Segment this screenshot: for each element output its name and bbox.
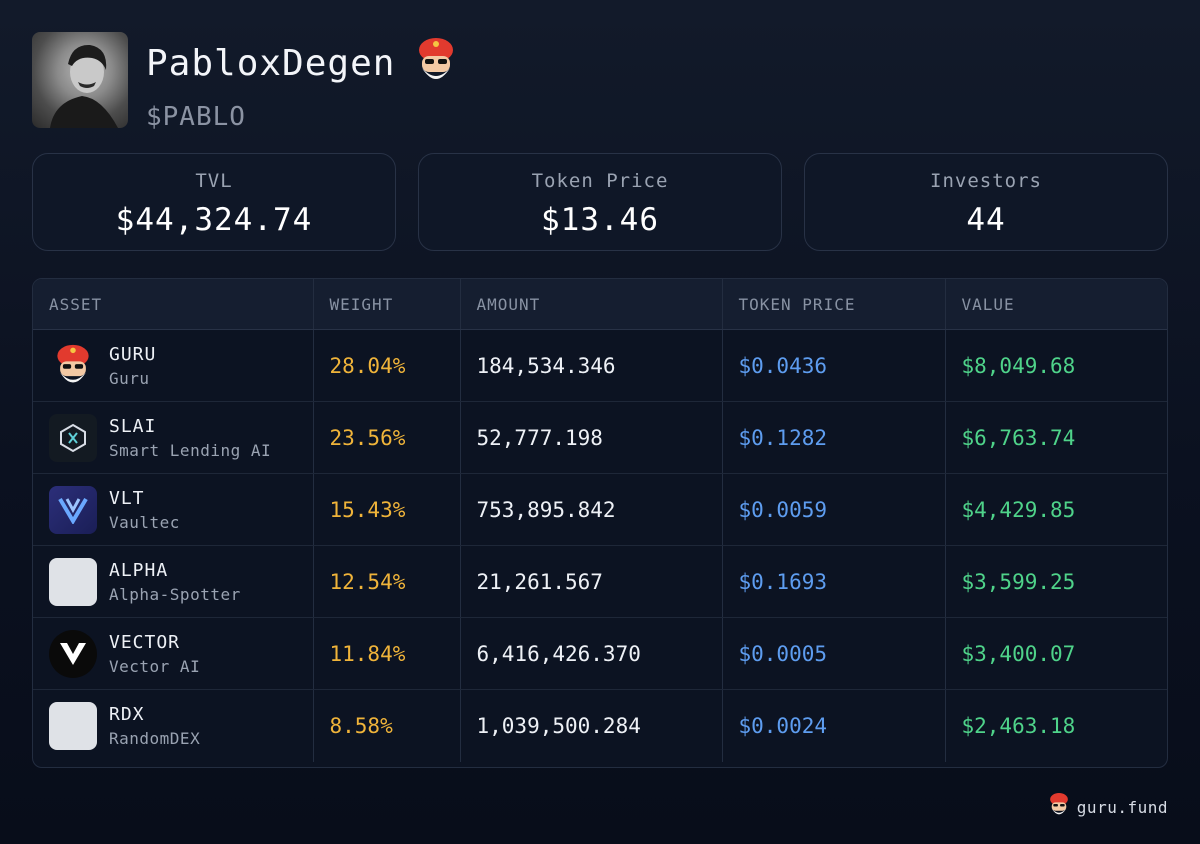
asset-name: Vector AI bbox=[109, 656, 201, 676]
guru-turban-icon bbox=[1049, 792, 1069, 822]
asset-amount: 753,895.842 bbox=[460, 473, 723, 546]
table-row: ALPHA Alpha-Spotter 12.54% 21,261.567 $0… bbox=[33, 545, 1167, 618]
investors-label: Investors bbox=[930, 170, 1042, 192]
asset-symbol: VECTOR bbox=[109, 631, 181, 653]
asset-value: $8,049.68 bbox=[945, 329, 1167, 402]
asset-symbol: GURU bbox=[109, 343, 157, 365]
asset-weight: 15.43% bbox=[313, 473, 461, 546]
asset-weight: 28.04% bbox=[313, 329, 461, 402]
asset-amount: 21,261.567 bbox=[460, 545, 723, 618]
asset-symbol: SLAI bbox=[109, 415, 157, 437]
table-row: VECTOR Vector AI 11.84% 6,416,426.370 $0… bbox=[33, 617, 1167, 690]
asset-amount: 1,039,500.284 bbox=[460, 689, 723, 762]
guru-turban-icon bbox=[417, 36, 455, 90]
investors-card: Investors 44 bbox=[804, 153, 1168, 251]
asset-symbol: VLT bbox=[109, 487, 145, 509]
asset-amount: 52,777.198 bbox=[460, 401, 723, 474]
table-header-row: ASSET WEIGHT AMOUNT TOKEN PRICE VALUE bbox=[33, 279, 1167, 330]
asset-value: $3,599.25 bbox=[945, 545, 1167, 618]
asset-weight: 8.58% bbox=[313, 689, 461, 762]
table-row: RDX RandomDEX 8.58% 1,039,500.284 $0.002… bbox=[33, 689, 1167, 762]
asset-value: $3,400.07 bbox=[945, 617, 1167, 690]
guru-turban-icon bbox=[49, 342, 97, 390]
asset-weight: 12.54% bbox=[313, 545, 461, 618]
blank-logo-icon bbox=[49, 557, 97, 606]
investors-value: 44 bbox=[966, 202, 1006, 238]
profile-header: PabloxDegen $PABLO bbox=[32, 32, 455, 132]
asset-weight: 23.56% bbox=[313, 401, 461, 474]
asset-name: Alpha-Spotter bbox=[109, 584, 241, 604]
header-value: VALUE bbox=[945, 279, 1167, 330]
table-row: GURU Guru 28.04% 184,534.346 $0.0436 $8,… bbox=[33, 329, 1167, 402]
token-price-value: $13.46 bbox=[541, 202, 659, 238]
asset-token-price: $0.0005 bbox=[722, 617, 946, 690]
header-token-price: TOKEN PRICE bbox=[722, 279, 946, 330]
table-row: VLT Vaultec 15.43% 753,895.842 $0.0059 $… bbox=[33, 473, 1167, 546]
profile-ticker: $PABLO bbox=[146, 102, 246, 132]
token-price-card: Token Price $13.46 bbox=[418, 153, 782, 251]
token-price-label: Token Price bbox=[531, 170, 669, 192]
asset-token-price: $0.1693 bbox=[722, 545, 946, 618]
asset-amount: 184,534.346 bbox=[460, 329, 723, 402]
vector-v-icon bbox=[49, 629, 97, 678]
tvl-card: TVL $44,324.74 bbox=[32, 153, 396, 251]
profile-avatar bbox=[32, 32, 128, 128]
profile-name: PabloxDegen bbox=[146, 42, 396, 84]
asset-name: RandomDEX bbox=[109, 728, 201, 748]
tvl-label: TVL bbox=[195, 170, 233, 192]
holdings-table: ASSET WEIGHT AMOUNT TOKEN PRICE VALUE bbox=[32, 278, 1168, 768]
asset-token-price: $0.0059 bbox=[722, 473, 946, 546]
asset-token-price: $0.1282 bbox=[722, 401, 946, 474]
vaultec-v-icon bbox=[49, 485, 97, 534]
asset-name: Smart Lending AI bbox=[109, 440, 272, 460]
footer-brand[interactable]: guru.fund bbox=[1049, 792, 1168, 822]
asset-symbol: RDX bbox=[109, 703, 145, 725]
header-amount: AMOUNT bbox=[460, 279, 723, 330]
blank-logo-icon bbox=[49, 701, 97, 750]
asset-amount: 6,416,426.370 bbox=[460, 617, 723, 690]
asset-name: Guru bbox=[109, 368, 150, 388]
table-row: SLAI Smart Lending AI 23.56% 52,777.198 … bbox=[33, 401, 1167, 474]
footer-brand-link[interactable]: guru.fund bbox=[1076, 797, 1168, 817]
asset-weight: 11.84% bbox=[313, 617, 461, 690]
asset-value: $6,763.74 bbox=[945, 401, 1167, 474]
asset-value: $4,429.85 bbox=[945, 473, 1167, 546]
asset-symbol: ALPHA bbox=[109, 559, 169, 581]
tvl-value: $44,324.74 bbox=[115, 202, 313, 238]
stats-row: TVL $44,324.74 Token Price $13.46 Invest… bbox=[32, 153, 1168, 251]
asset-value: $2,463.18 bbox=[961, 713, 1076, 738]
asset-token-price: $0.0024 bbox=[722, 689, 946, 762]
header-asset: ASSET bbox=[33, 279, 314, 330]
asset-name: Vaultec bbox=[109, 512, 180, 532]
header-weight: WEIGHT bbox=[313, 279, 461, 330]
slai-hexagon-icon bbox=[49, 413, 97, 462]
asset-token-price: $0.0436 bbox=[722, 329, 946, 402]
